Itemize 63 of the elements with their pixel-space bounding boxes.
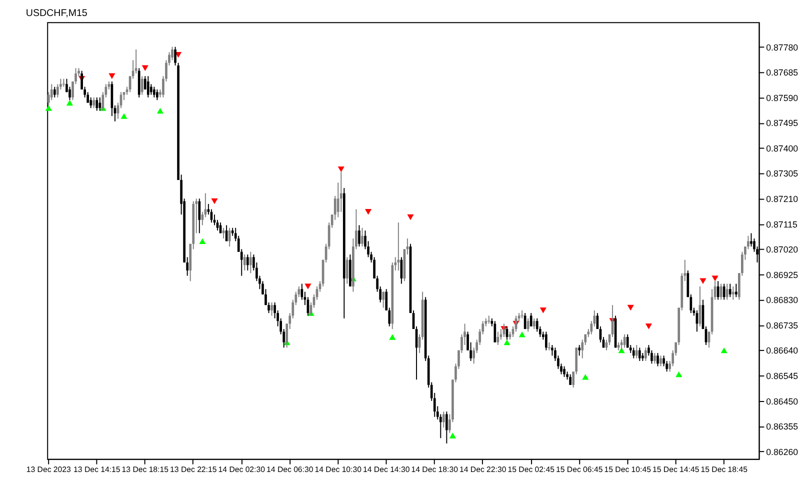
x-tick-label: 13 Dec 22:15 xyxy=(170,465,218,474)
point xyxy=(120,113,128,119)
point xyxy=(199,238,206,244)
point xyxy=(389,334,396,340)
x-tick-label: 15 Dec 18:45 xyxy=(700,465,748,474)
point xyxy=(338,166,344,172)
x-tick-label: 15 Dec 06:45 xyxy=(556,465,604,474)
y-tick-label: 0.86925 xyxy=(766,270,798,280)
y-tick-label: 0.86260 xyxy=(766,446,798,457)
point xyxy=(304,284,312,290)
point xyxy=(449,432,456,438)
point xyxy=(582,374,589,380)
y-tick-label: 0.86830 xyxy=(766,295,798,306)
y-tick-label: 0.87115 xyxy=(766,219,798,230)
y-tick-label: 0.87685 xyxy=(766,68,798,78)
x-tick-label: 13 Dec 2023 xyxy=(26,465,72,474)
x-tick-label: 14 Dec 10:30 xyxy=(314,465,362,474)
candlestick xyxy=(548,342,551,350)
y-tick-label: 0.87020 xyxy=(766,244,798,255)
point xyxy=(676,371,682,378)
x-tick-label: 14 Dec 18:30 xyxy=(411,465,459,474)
candlestick xyxy=(520,310,524,318)
x-tick-label: 14 Dec 22:30 xyxy=(460,465,507,474)
point xyxy=(518,331,526,338)
y-tick-label: 0.87495 xyxy=(766,118,798,128)
y-tick-label: 0.87305 xyxy=(766,168,798,179)
y-tick-label: 0.86450 xyxy=(766,396,798,406)
point xyxy=(156,108,164,114)
point xyxy=(700,278,706,284)
y-tick-label: 0.87210 xyxy=(766,194,798,204)
y-tick-label: 0.87400 xyxy=(766,143,798,154)
point xyxy=(645,324,652,330)
x-tick-label: 13 Dec 14:15 xyxy=(74,465,121,474)
chart-title: USDCHF,M15 xyxy=(26,8,88,20)
point xyxy=(407,214,414,220)
y-tick-label: 0.86545 xyxy=(766,371,798,382)
point xyxy=(108,73,116,79)
y-tick-label: 0.87590 xyxy=(766,92,798,103)
point xyxy=(211,198,218,204)
x-tick-label: 14 Dec 06:30 xyxy=(266,465,314,474)
point xyxy=(45,105,52,111)
x-tick-label: 15 Dec 02:45 xyxy=(508,465,556,474)
x-tick-label: 14 Dec 02:30 xyxy=(218,465,266,474)
y-tick-label: 0.86640 xyxy=(766,346,798,356)
candlestick xyxy=(487,316,490,324)
x-tick-label: 15 Dec 10:45 xyxy=(604,465,652,474)
x-tick-label: 14 Dec 14:30 xyxy=(363,465,410,474)
point xyxy=(540,308,546,314)
y-tick-label: 0.86735 xyxy=(766,320,798,330)
point xyxy=(364,209,372,215)
point xyxy=(66,100,74,106)
candlestick xyxy=(397,222,400,270)
x-tick-label: 15 Dec 14:45 xyxy=(652,465,700,474)
point xyxy=(175,52,182,58)
point xyxy=(142,65,148,72)
y-tick-label: 0.87780 xyxy=(766,42,798,52)
x-tick-label: 13 Dec 18:15 xyxy=(122,465,170,474)
point xyxy=(627,304,634,311)
point xyxy=(504,339,510,346)
point xyxy=(720,347,728,354)
y-tick-label: 0.86355 xyxy=(766,422,798,432)
candlestick xyxy=(62,78,66,87)
point xyxy=(712,276,718,282)
